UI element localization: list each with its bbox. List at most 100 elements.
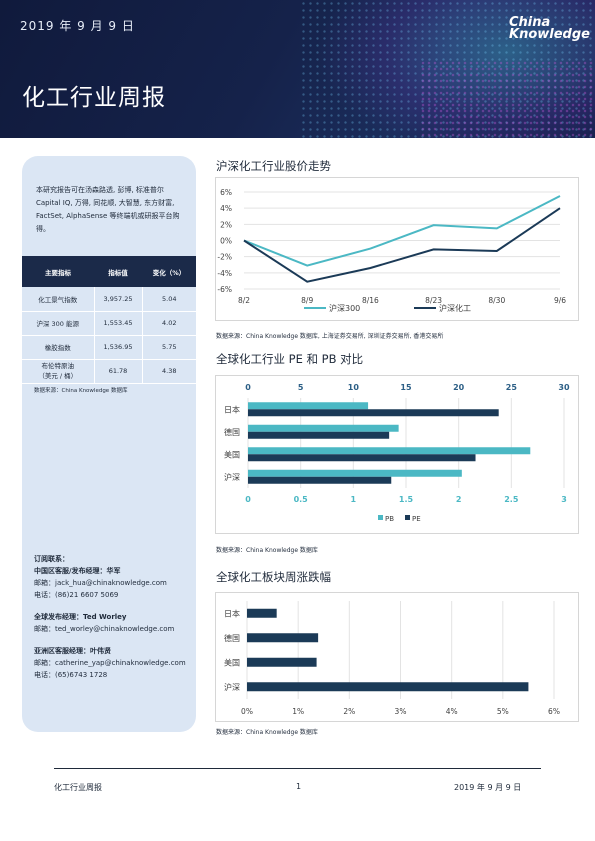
bottom-axis-tick: 1 <box>351 495 357 504</box>
y-tick-label: -2% <box>217 253 232 262</box>
asia-contact-head: 亚洲区客服经理：叶伟贤 <box>34 647 111 655</box>
weekly-change-chart: 0% 1% 2% 3% 4% 5% 6% 日本 德国 美国 沪深 <box>215 592 579 722</box>
stock-trend-chart: 6% 4% 2% 0% -2% -4% -6% 8/2 8/9 8/16 8/23 8/30 9/6 沪深… <box>215 177 579 321</box>
y-tick-label: 2% <box>220 220 232 229</box>
asia-contact-email[interactable]: 邮箱：catherine_yap@chinaknowledge.com <box>34 659 186 667</box>
category-label: 沪深 <box>224 682 240 692</box>
bar-pb <box>248 424 399 432</box>
table-source-note: 数据来源：China Knowledge 数据库 <box>34 388 128 394</box>
china-contact: 订阅联系： 中国区客服/发布经理：华军 邮箱：jack_hua@chinakno… <box>34 553 190 601</box>
logo-line-1: China <box>509 15 551 30</box>
bar-pb <box>248 402 369 410</box>
china-knowledge-logo: China Knowledge <box>509 15 590 42</box>
bottom-axis-tick: 2 <box>456 495 462 504</box>
bottom-axis-tick: 0 <box>245 495 251 504</box>
bar-weekly-change <box>247 608 277 618</box>
indicator-change: 4.38 <box>141 359 196 384</box>
subscribe-label: 订阅联系： <box>34 555 69 563</box>
indicator-name: 橡胶指数 <box>22 335 94 360</box>
asia-contact-phone: 电话：(65)6743 1728 <box>34 671 108 679</box>
category-label: 沪深 <box>224 472 240 482</box>
bar-weekly-change <box>247 682 529 692</box>
bottom-axis-tick: 1.5 <box>399 495 414 504</box>
x-tick-label: 1% <box>292 707 304 716</box>
section-title-stock-trend: 沪深化工行业股价走势 <box>216 159 331 173</box>
legend-label: PE <box>412 515 421 523</box>
footer-page-number: 1 <box>296 782 302 791</box>
indicator-name: 化工景气指数 <box>22 287 94 312</box>
bar-pe <box>248 476 392 484</box>
global-contact: 全球发布经理：Ted Worley 邮箱：ted_worley@chinakno… <box>34 611 190 635</box>
footer-title: 化工行业周报 <box>54 783 102 792</box>
section-title-pe-pb: 全球化工行业 PE 和 PB 对比 <box>216 352 364 366</box>
pe-pb-source: 数据来源：China Knowledge 数据库 <box>216 547 318 554</box>
col-header-indicator: 主要指标 <box>22 256 94 287</box>
sidebar-panel: 本研究报告可在汤森路透, 彭博, 标准普尔 Capital IQ, 万得, 同花… <box>22 156 196 732</box>
section-title-weekly-change: 全球化工板块周涨跌幅 <box>216 570 331 584</box>
stock-trend-chart-svg: 6% 4% 2% 0% -2% -4% -6% 8/2 8/9 8/16 8/23 8/30 9/6 沪深… <box>217 188 566 313</box>
top-axis-tick: 5 <box>298 383 304 392</box>
x-tick-label: 5% <box>497 707 509 716</box>
bar-pb <box>248 469 462 477</box>
y-tick-label: -6% <box>217 285 232 294</box>
y-tick-label: 0% <box>220 237 232 246</box>
indicator-value: 3,957.25 <box>93 287 142 312</box>
legend-swatch <box>405 515 410 520</box>
bar-weekly-change <box>247 633 319 643</box>
bottom-axis-tick: 0.5 <box>294 495 309 504</box>
china-contact-phone: 电话：(86)21 6607 5069 <box>34 591 119 599</box>
series-line-1 <box>243 207 561 283</box>
x-tick-label: 8/16 <box>362 296 379 305</box>
footer-date: 2019 年 9 月 9 日 <box>454 783 522 792</box>
footer-divider <box>54 768 541 769</box>
y-tick-label: 6% <box>220 188 232 197</box>
key-indicators-table: 主要指标 指标值 变化（%） 化工景气指数 3,957.25 5.04 沪深 3… <box>22 256 196 384</box>
legend-label: 沪深300 <box>329 303 360 313</box>
bottom-axis-tick: 3 <box>561 495 567 504</box>
bar-pb <box>248 447 531 455</box>
top-axis-tick: 0 <box>245 383 251 392</box>
banner-glow <box>315 0 595 138</box>
indicator-change: 5.75 <box>141 335 196 360</box>
contacts-block: 订阅联系： 中国区客服/发布经理：华军 邮箱：jack_hua@chinakno… <box>34 553 190 691</box>
y-tick-label: -4% <box>217 269 232 278</box>
table-header-row: 主要指标 指标值 变化（%） <box>22 256 196 287</box>
col-header-change: 变化（%） <box>142 256 196 287</box>
indicator-name-line-2: （美元 / 桶） <box>38 372 78 380</box>
china-contact-email[interactable]: 邮箱：jack_hua@chinaknowledge.com <box>34 579 167 587</box>
header-banner: 2019 年 9 月 9 日 化工行业周报 China Knowledge <box>0 0 595 138</box>
banner-dot-pattern <box>300 0 595 138</box>
weekly-change-source: 数据来源：China Knowledge 数据库 <box>216 729 318 736</box>
bottom-axis-tick: 2.5 <box>504 495 519 504</box>
global-contact-head: 全球发布经理：Ted Worley <box>34 613 127 621</box>
indicator-name: 沪深 300 能源 <box>22 311 94 336</box>
col-header-value: 指标值 <box>94 256 142 287</box>
table-row: 布伦特原油 （美元 / 桶） 61.78 4.38 <box>22 359 196 384</box>
bar-pe <box>248 431 390 439</box>
x-tick-label: 8/23 <box>425 296 442 305</box>
banner-dot-pattern-purple <box>420 60 595 138</box>
indicator-name: 布伦特原油 （美元 / 桶） <box>22 359 94 384</box>
x-tick-label: 4% <box>446 707 458 716</box>
x-tick-label: 3% <box>395 707 407 716</box>
indicator-change: 5.04 <box>141 287 196 312</box>
category-label: 日本 <box>224 404 240 414</box>
legend-label: 沪深化工 <box>439 303 471 313</box>
china-contact-head: 中国区客服/发布经理：华军 <box>34 567 121 575</box>
top-axis-tick: 30 <box>558 383 570 392</box>
global-contact-email[interactable]: 邮箱：ted_worley@chinaknowledge.com <box>34 625 175 633</box>
table-row: 沪深 300 能源 1,553.45 4.02 <box>22 311 196 336</box>
x-tick-label: 2% <box>343 707 355 716</box>
top-axis-tick: 25 <box>506 383 518 392</box>
x-tick-label: 9/6 <box>554 296 566 305</box>
y-tick-label: 4% <box>220 204 232 213</box>
category-label: 美国 <box>224 657 240 667</box>
top-axis-tick: 10 <box>348 383 360 392</box>
x-tick-label: 0% <box>241 707 253 716</box>
report-title: 化工行业周报 <box>22 85 166 111</box>
logo-line-2: Knowledge <box>509 27 590 42</box>
indicator-value: 1,553.45 <box>93 311 142 336</box>
indicator-name-line-1: 布伦特原油 <box>41 362 75 370</box>
x-tick-label: 8/2 <box>238 296 250 305</box>
asia-contact: 亚洲区客服经理：叶伟贤 邮箱：catherine_yap@chinaknowle… <box>34 645 190 681</box>
